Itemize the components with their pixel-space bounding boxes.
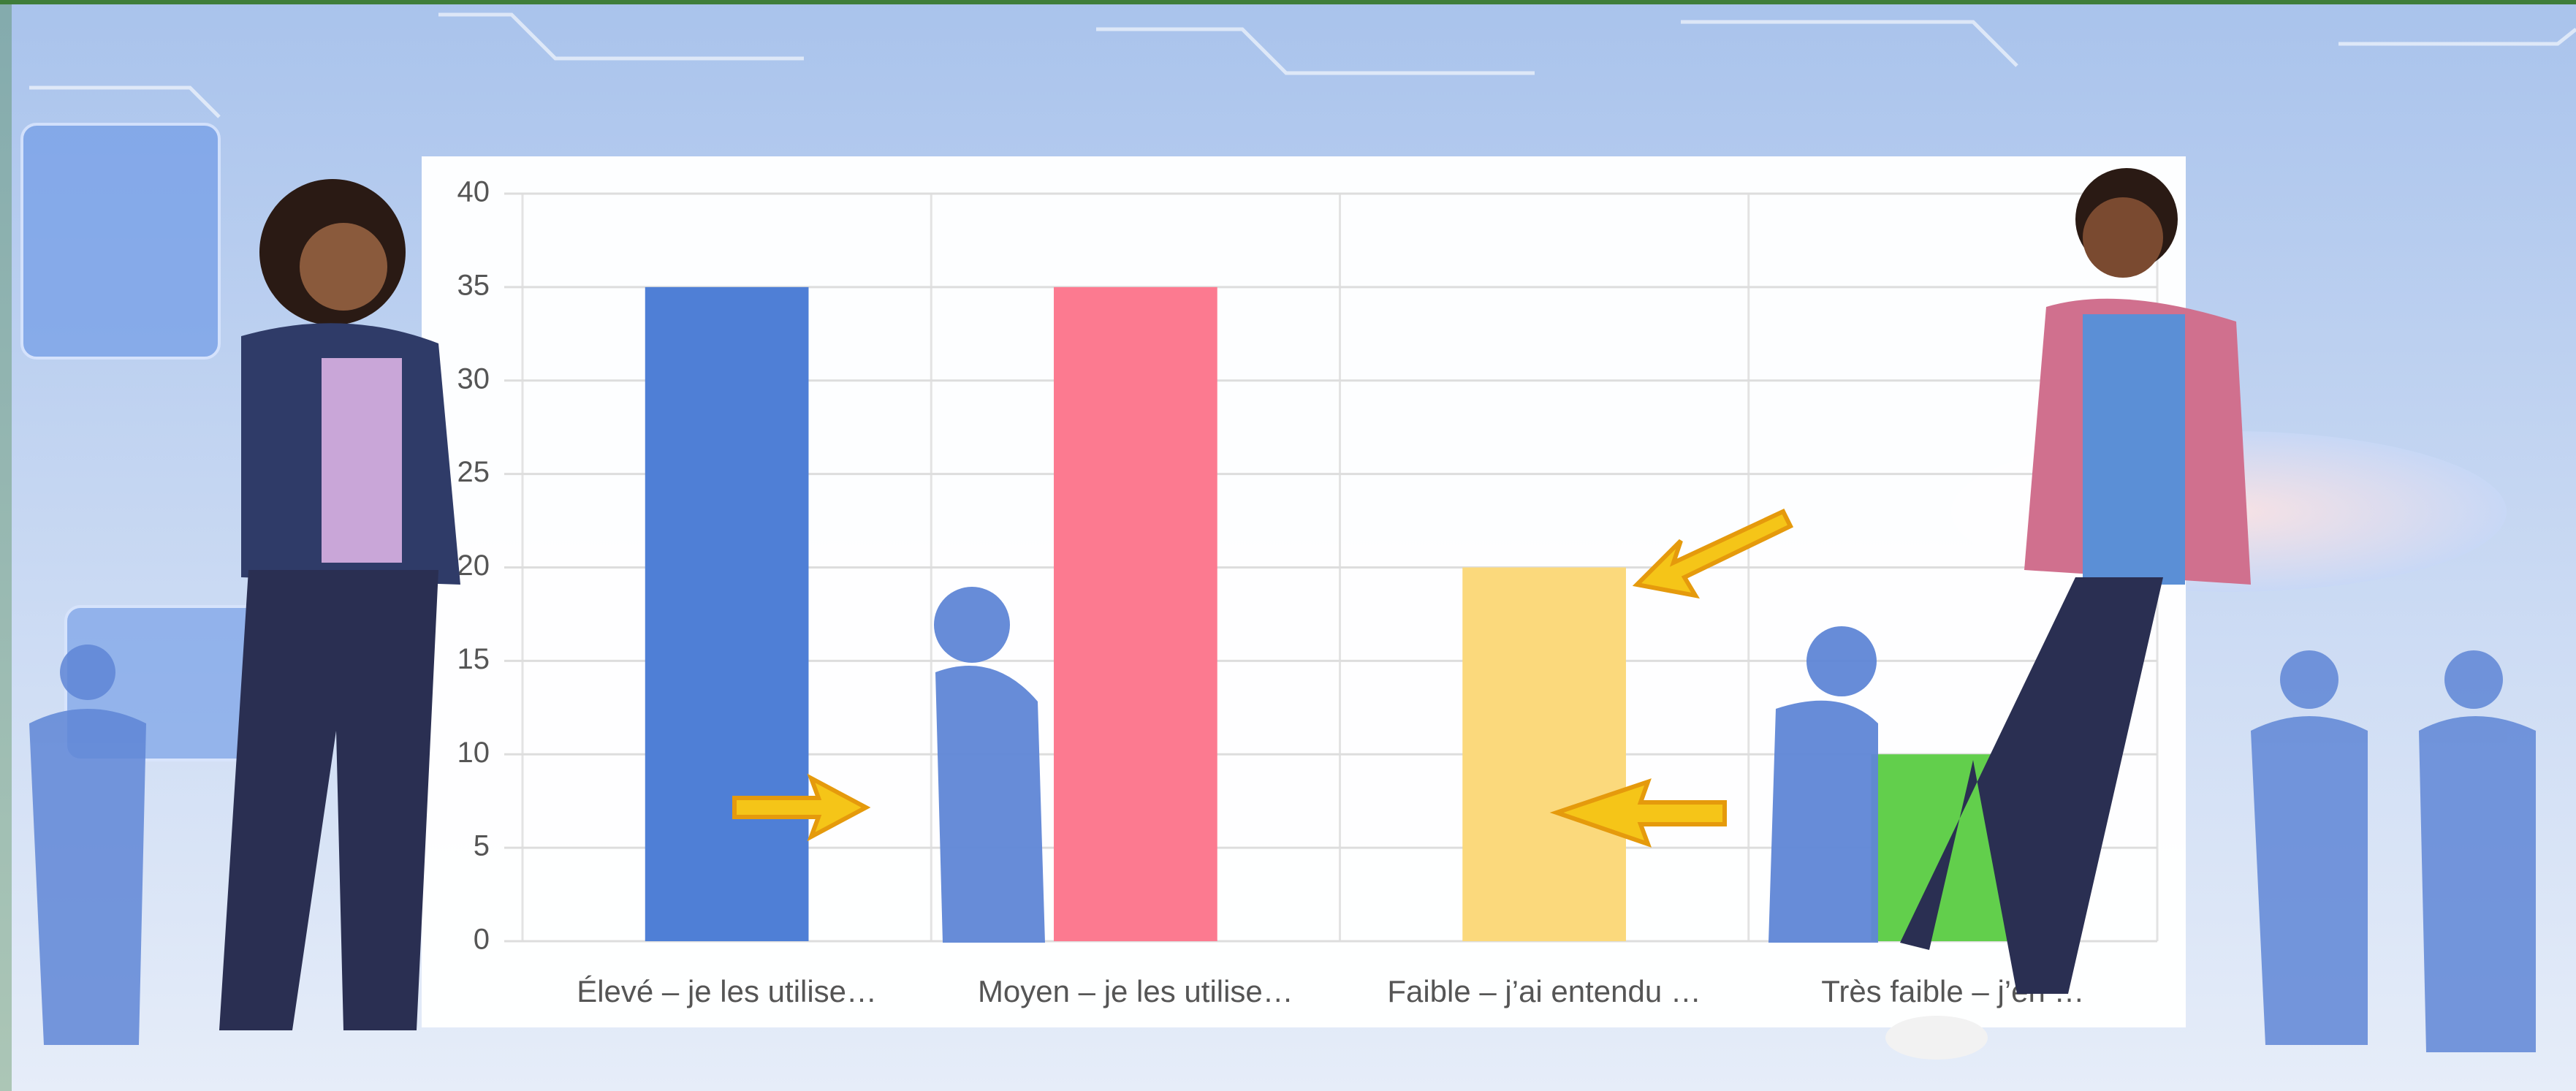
silhouette-body [935, 666, 1045, 943]
silhouette-body [2419, 716, 2536, 1052]
hologram-panel [22, 124, 219, 358]
y-tick-label: 30 [457, 362, 490, 395]
silhouette-body [2251, 716, 2368, 1045]
y-tick-label: 40 [457, 176, 490, 208]
top-border [0, 0, 2576, 4]
page: {"chart_data": {"type": "bar", "categori… [0, 0, 2576, 1091]
silhouette-head [2280, 650, 2338, 709]
y-tick-label: 5 [474, 830, 490, 862]
shoe [1885, 1016, 1988, 1060]
y-tick-label: 20 [457, 550, 490, 582]
y-tick-label: 25 [457, 456, 490, 488]
silhouette-head [934, 587, 1010, 663]
scene: 0 5 10 15 20 25 30 35 40 Élevé – je les utilise… M… [0, 0, 2576, 1091]
silhouette-head [1806, 626, 1877, 696]
y-tick-label: 10 [457, 737, 490, 769]
silhouette-body [1768, 701, 1878, 943]
y-tick-label: 0 [474, 924, 490, 956]
bar [645, 287, 809, 941]
y-tick-label: 35 [457, 269, 490, 301]
x-tick-label: Faible – j’ai entendu … [1387, 974, 1701, 1008]
shirt [2083, 314, 2185, 585]
x-tick-label: Élevé – je les utilise… [577, 974, 877, 1008]
silhouette-head [2444, 650, 2503, 709]
bar [1462, 568, 1626, 942]
left-border [0, 0, 12, 1091]
bar [1054, 287, 1217, 941]
face [300, 223, 387, 311]
silhouette-body [29, 709, 146, 1045]
face [2083, 197, 2163, 278]
shirt [322, 358, 402, 563]
x-tick-label: Moyen – je les utilise… [978, 974, 1293, 1008]
y-tick-label: 15 [457, 643, 490, 675]
silhouette-head [60, 645, 115, 700]
